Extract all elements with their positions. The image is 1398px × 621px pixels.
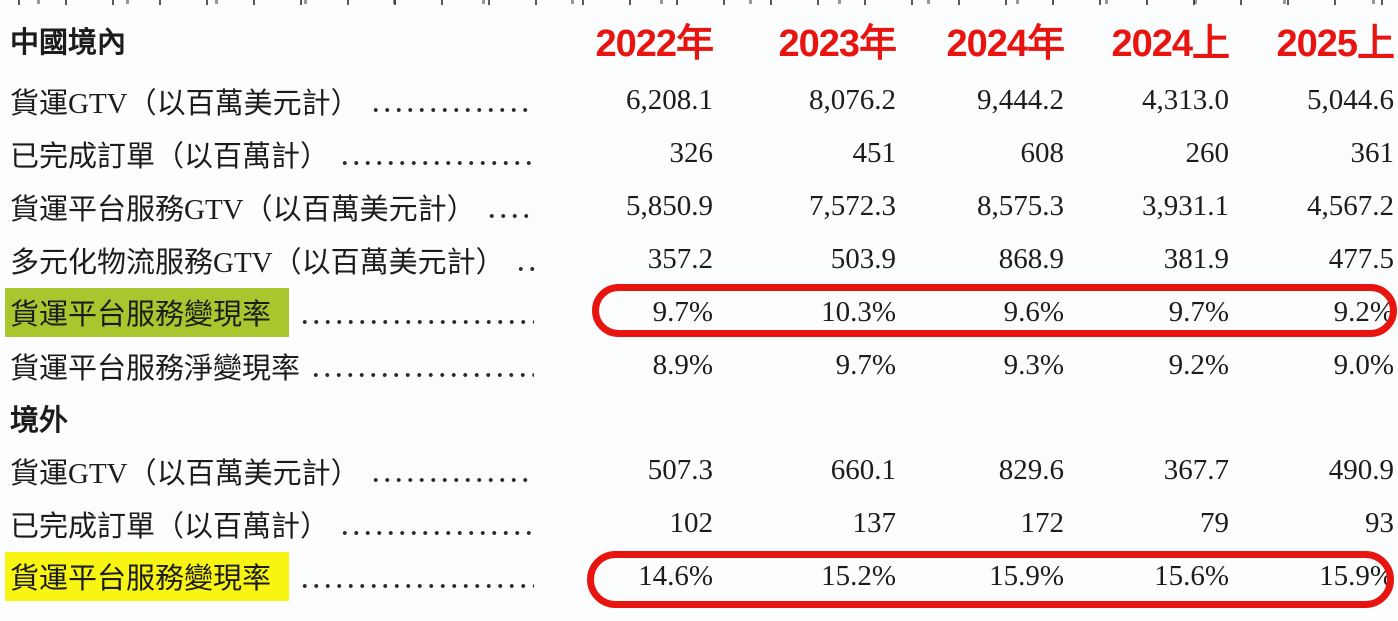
cell-value: 102 — [669, 507, 714, 539]
dot-leader — [369, 107, 534, 113]
cell-value: 4,567.2 — [1307, 190, 1394, 222]
cell-value: 9,444.2 — [977, 84, 1064, 116]
row-label-cell: 貨運GTV（以百萬美元計） — [0, 74, 550, 127]
cell-value: 9.2% — [1168, 349, 1229, 381]
row-label: 貨運平台服務淨變現率 — [10, 352, 301, 385]
cell-value: 9.3% — [1003, 349, 1064, 381]
cell-value: 172 — [1020, 507, 1065, 539]
row-label: 多元化物流服務GTV（以百萬美元計） — [10, 246, 505, 279]
cell-value: 507.3 — [647, 454, 713, 486]
table-row: 貨運平台服務淨變現率 8.9% 9.7% 9.3% 9.2% 9.0% — [0, 339, 1398, 392]
table-row: 已完成訂單（以百萬計） 326 451 608 260 361 — [0, 127, 1398, 180]
dot-leader — [299, 583, 534, 589]
row-label-cell: 貨運平台服務變現率 — [0, 286, 550, 339]
cell-value: 477.5 — [1328, 243, 1394, 275]
clipped-previous-row-remnant — [4, 0, 1394, 7]
cell-value: 367.7 — [1163, 454, 1229, 486]
cell-value: 9.0% — [1333, 349, 1394, 381]
cell-value: 326 — [669, 137, 714, 169]
cell-value: 9.7% — [1168, 296, 1229, 328]
column-header-2025h1: 2025上 — [1276, 23, 1395, 65]
cell-value: 608 — [1020, 137, 1065, 169]
cell-value: 14.6% — [638, 560, 713, 592]
dot-leader — [310, 372, 534, 378]
dot-leader — [339, 530, 534, 536]
cell-value: 503.9 — [830, 243, 896, 275]
cell-value: 8,575.3 — [977, 190, 1064, 222]
row-label-cell: 已完成訂單（以百萬計） — [0, 497, 550, 550]
cell-value: 137 — [852, 507, 897, 539]
cell-value: 490.9 — [1328, 454, 1394, 486]
cell-value: 6,208.1 — [626, 84, 713, 116]
cell-value: 868.9 — [998, 243, 1064, 275]
row-label: 已完成訂單（以百萬計） — [10, 510, 330, 543]
row-label: 貨運GTV（以百萬美元計） — [10, 87, 360, 120]
row-label: 貨運平台服務GTV（以百萬美元計） — [10, 193, 476, 226]
cell-value: 381.9 — [1163, 243, 1229, 275]
row-label-cell: 貨運平台服務GTV（以百萬美元計） — [0, 180, 550, 233]
dot-leader — [299, 319, 534, 325]
financial-table: 中國境內 2022年 2023年 2024年 2024上 2025上 貨運GTV… — [0, 12, 1398, 603]
table-rows: 貨運GTV（以百萬美元計） 6,208.1 8,076.2 9,444.2 4,313… — [0, 74, 1398, 603]
cell-value: 451 — [852, 137, 897, 169]
cell-value: 15.9% — [989, 560, 1064, 592]
table-row: 貨運平台服務GTV（以百萬美元計） 5,850.9 7,572.3 8,575.3 3… — [0, 180, 1398, 233]
column-header-2023: 2023年 — [778, 23, 897, 65]
row-label-cell: 貨運平台服務變現率 — [0, 550, 550, 603]
column-header-2024h1: 2024上 — [1111, 23, 1230, 65]
column-header-2024: 2024年 — [946, 23, 1065, 65]
cell-value: 8.9% — [652, 349, 713, 381]
table-row: 貨運GTV（以百萬美元計） 6,208.1 8,076.2 9,444.2 4,313… — [0, 74, 1398, 127]
cell-value: 15.9% — [1319, 560, 1394, 592]
cell-value: 10.3% — [821, 296, 896, 328]
cell-value: 5,850.9 — [626, 190, 713, 222]
section-title-overseas: 境外 — [10, 405, 69, 437]
dot-leader — [485, 213, 534, 219]
cell-value: 9.7% — [835, 349, 896, 381]
cell-value: 15.6% — [1154, 560, 1229, 592]
cell-value: 357.2 — [647, 243, 713, 275]
cell-value: 361 — [1350, 137, 1395, 169]
row-label: 貨運GTV（以百萬美元計） — [10, 457, 360, 490]
cell-value: 93 — [1365, 507, 1394, 539]
table-header-row: 中國境內 2022年 2023年 2024年 2024上 2025上 — [0, 12, 1398, 65]
row-label-cell: 貨運GTV（以百萬美元計） — [0, 444, 550, 497]
section-title-china: 中國境內 — [10, 26, 127, 59]
table-row: 多元化物流服務GTV（以百萬美元計） 357.2 503.9 868.9 381.9 4… — [0, 233, 1398, 286]
table-row: 已完成訂單（以百萬計） 102 137 172 79 93 — [0, 497, 1398, 550]
row-label-cell: 多元化物流服務GTV（以百萬美元計） — [0, 233, 550, 286]
row-label: 貨運平台服務變現率 — [5, 552, 290, 601]
cell-value: 260 — [1185, 137, 1230, 169]
dot-leader — [339, 160, 534, 166]
cell-value: 9.6% — [1003, 296, 1064, 328]
row-label-cell: 已完成訂單（以百萬計） — [0, 127, 550, 180]
cell-value: 660.1 — [830, 454, 896, 486]
cell-value: 8,076.2 — [809, 84, 896, 116]
cell-value: 4,313.0 — [1142, 84, 1229, 116]
column-header-2022: 2022年 — [595, 23, 714, 65]
row-label-cell: 貨運平台服務淨變現率 — [0, 339, 550, 392]
cell-value: 79 — [1200, 507, 1229, 539]
cell-value: 9.7% — [652, 296, 713, 328]
table-row: 貨運平台服務變現率 14.6% 15.2% 15.9% 15.6% 15.9% — [0, 550, 1398, 603]
table-row: 貨運平台服務變現率 9.7% 10.3% 9.6% 9.7% 9.2% — [0, 286, 1398, 339]
cell-value: 3,931.1 — [1142, 190, 1229, 222]
cell-value: 829.6 — [998, 454, 1064, 486]
dot-leader — [514, 266, 535, 272]
row-label: 貨運平台服務變現率 — [5, 288, 290, 337]
cell-value: 5,044.6 — [1307, 84, 1394, 116]
table-row: 貨運GTV（以百萬美元計） 507.3 660.1 829.6 367.7 490.9 — [0, 444, 1398, 497]
cell-value: 15.2% — [821, 560, 896, 592]
row-label: 已完成訂單（以百萬計） — [10, 140, 330, 173]
cell-value: 9.2% — [1333, 296, 1394, 328]
dot-leader — [369, 477, 534, 483]
cell-value: 7,572.3 — [809, 190, 896, 222]
